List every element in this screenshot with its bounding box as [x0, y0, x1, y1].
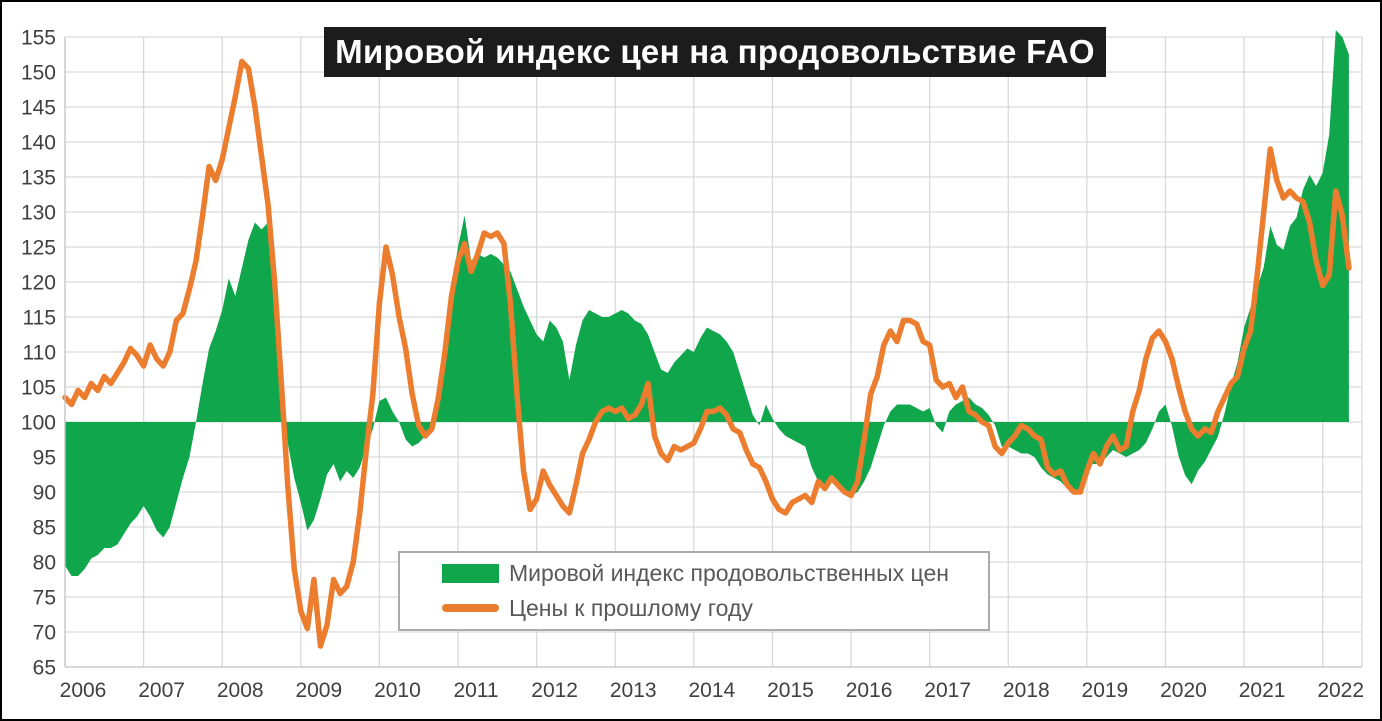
- x-tick-label: 2011: [453, 679, 498, 702]
- x-tick-label: 2012: [531, 679, 578, 702]
- y-tick-label: 115: [23, 306, 56, 329]
- y-tick-label: 140: [21, 131, 56, 154]
- x-tick-label: 2009: [295, 679, 342, 702]
- y-tick-label: 125: [21, 236, 56, 259]
- x-tick-label: 2019: [1082, 679, 1129, 702]
- y-tick-label: 145: [21, 96, 56, 119]
- y-tick-label: 110: [23, 341, 56, 364]
- x-tick-label: 2006: [60, 679, 107, 702]
- y-tick-label: 75: [33, 586, 56, 609]
- x-tick-label: 2015: [767, 679, 814, 702]
- y-tick-label: 120: [21, 271, 56, 294]
- y-tick-label: 150: [21, 61, 56, 84]
- x-tick-label: 2021: [1239, 679, 1286, 702]
- y-tick-label: 130: [21, 201, 56, 224]
- food-price-index-area: [65, 30, 1349, 576]
- y-tick-label: 95: [33, 446, 56, 469]
- y-tick-label: 80: [33, 551, 56, 574]
- legend-area-swatch-icon: [442, 564, 499, 584]
- y-tick-label: 155: [21, 26, 56, 49]
- legend: Мировой индекс продовольственных цен Цен…: [398, 551, 990, 631]
- x-tick-label: 2016: [846, 679, 893, 702]
- y-tick-label: 100: [21, 411, 56, 434]
- legend-line-swatch-icon: [442, 604, 499, 613]
- x-tick-label: 2010: [374, 679, 421, 702]
- y-tick-label: 90: [33, 481, 56, 504]
- legend-label-yoy-prices: Цены к прошлому году: [509, 594, 753, 621]
- legend-item-food-price-index: Мировой индекс продовольственных цен: [442, 560, 988, 587]
- x-tick-label: 2022: [1317, 679, 1364, 702]
- x-tick-label: 2008: [217, 679, 264, 702]
- y-tick-label: 85: [33, 516, 56, 539]
- legend-item-yoy-prices: Цены к прошлому году: [442, 595, 988, 622]
- y-tick-label: 135: [21, 166, 56, 189]
- legend-label-food-price-index: Мировой индекс продовольственных цен: [509, 560, 949, 587]
- y-tick-label: 105: [21, 376, 56, 399]
- x-tick-label: 2018: [1003, 679, 1050, 702]
- x-tick-label: 2020: [1160, 679, 1207, 702]
- x-tick-label: 2007: [138, 679, 185, 702]
- y-tick-label: 70: [33, 621, 56, 644]
- x-tick-label: 2017: [924, 679, 971, 702]
- x-tick-label: 2013: [610, 679, 657, 702]
- chart-title: Мировой индекс цен на продовольствие FAO: [324, 27, 1106, 77]
- y-tick-label: 65: [33, 656, 56, 679]
- y-axis-labels: 65 70 75 80 85 90 95 100 105 110 115 120 125 130 135 14…: [21, 26, 56, 679]
- x-tick-label: 2014: [688, 679, 735, 702]
- x-axis-labels: 2006 2007 2008 2009 2010 2011 2012 2013 2014 2015…: [60, 679, 1364, 702]
- yoy-price-line: [62, 58, 1352, 649]
